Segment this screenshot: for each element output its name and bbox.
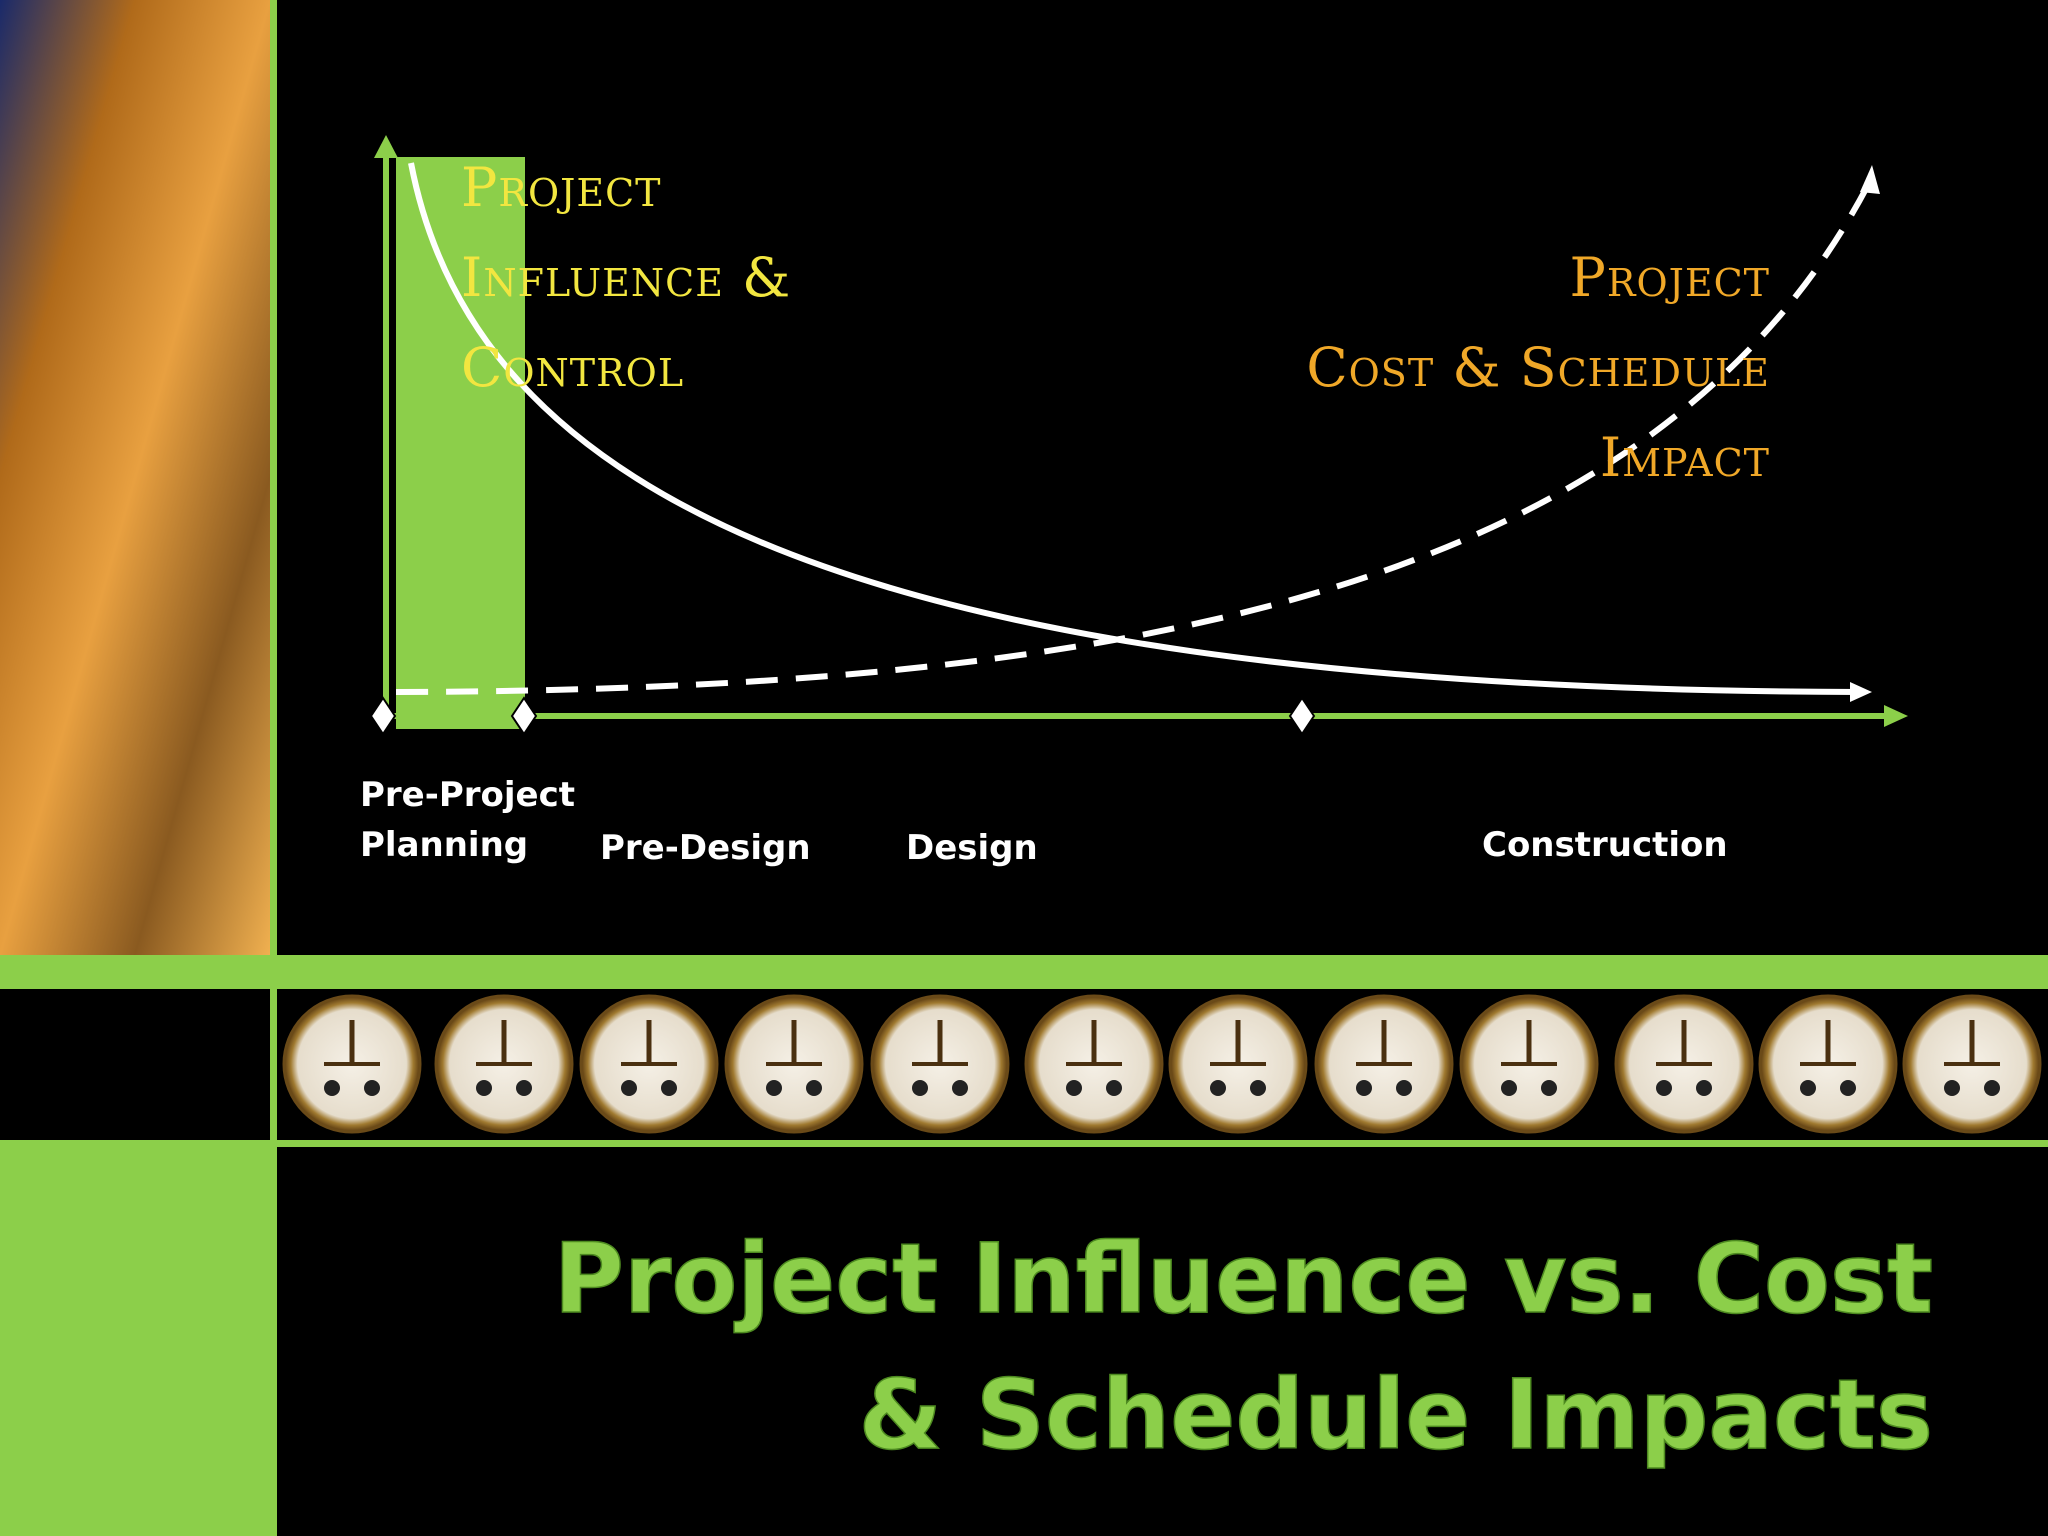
clock — [1459, 994, 1599, 1134]
winding-hole — [1840, 1080, 1856, 1096]
influence-label: Influence & — [461, 246, 791, 309]
winding-hole — [324, 1080, 340, 1096]
x-axis-arrow — [1884, 705, 1908, 727]
winding-hole — [1656, 1080, 1672, 1096]
green-line — [0, 1140, 2048, 1147]
influence-label: Project — [461, 156, 662, 219]
milestone — [1288, 696, 1316, 736]
clock — [434, 994, 574, 1134]
winding-hole — [476, 1080, 492, 1096]
winding-hole — [1210, 1080, 1226, 1096]
clock — [1314, 994, 1454, 1134]
milestone — [369, 696, 397, 736]
green-block — [0, 1140, 277, 1536]
clock — [724, 994, 864, 1134]
winding-hole — [516, 1080, 532, 1096]
winding-hole — [1106, 1080, 1122, 1096]
winding-hole — [1250, 1080, 1266, 1096]
money-image — [0, 0, 270, 955]
milestone — [510, 696, 538, 736]
impact-label: Project — [1570, 246, 1771, 309]
slide-title: & Schedule Impacts — [859, 1359, 1933, 1471]
winding-hole — [912, 1080, 928, 1096]
slide-title: Project Influence vs. Cost — [554, 1223, 1933, 1335]
winding-hole — [1800, 1080, 1816, 1096]
clock — [579, 994, 719, 1134]
clock — [1902, 994, 2042, 1134]
clock — [1024, 994, 1164, 1134]
winding-hole — [1696, 1080, 1712, 1096]
impact-label: Impact — [1600, 426, 1770, 489]
winding-hole — [952, 1080, 968, 1096]
winding-hole — [1541, 1080, 1557, 1096]
influence-arrow — [1850, 682, 1872, 702]
clock-strip — [282, 994, 2042, 1134]
clock — [870, 994, 1010, 1134]
clock — [282, 994, 422, 1134]
winding-hole — [1501, 1080, 1517, 1096]
clock — [1614, 994, 1754, 1134]
clock — [1758, 994, 1898, 1134]
cost-curve — [395, 183, 1871, 695]
winding-hole — [1356, 1080, 1372, 1096]
phase-label: Pre-Design — [600, 828, 811, 868]
winding-hole — [1066, 1080, 1082, 1096]
winding-hole — [1944, 1080, 1960, 1096]
phase-label: Construction — [1482, 825, 1728, 865]
winding-hole — [806, 1080, 822, 1096]
winding-hole — [621, 1080, 637, 1096]
winding-hole — [766, 1080, 782, 1096]
winding-hole — [364, 1080, 380, 1096]
clock — [1168, 994, 1308, 1134]
green-band — [0, 955, 2048, 989]
winding-hole — [1396, 1080, 1412, 1096]
winding-hole — [1984, 1080, 2000, 1096]
impact-label: Cost & Schedule — [1306, 336, 1770, 399]
y-axis-arrow — [374, 135, 398, 158]
influence-label: Control — [461, 336, 684, 399]
cost-arrow — [1860, 165, 1880, 194]
phase-label: Pre-Project Planning — [360, 775, 576, 865]
influence-curve — [408, 162, 1861, 695]
winding-hole — [661, 1080, 677, 1096]
highlight-bar — [396, 157, 525, 729]
phase-label: Design — [906, 828, 1038, 868]
green-divider — [270, 0, 277, 1536]
